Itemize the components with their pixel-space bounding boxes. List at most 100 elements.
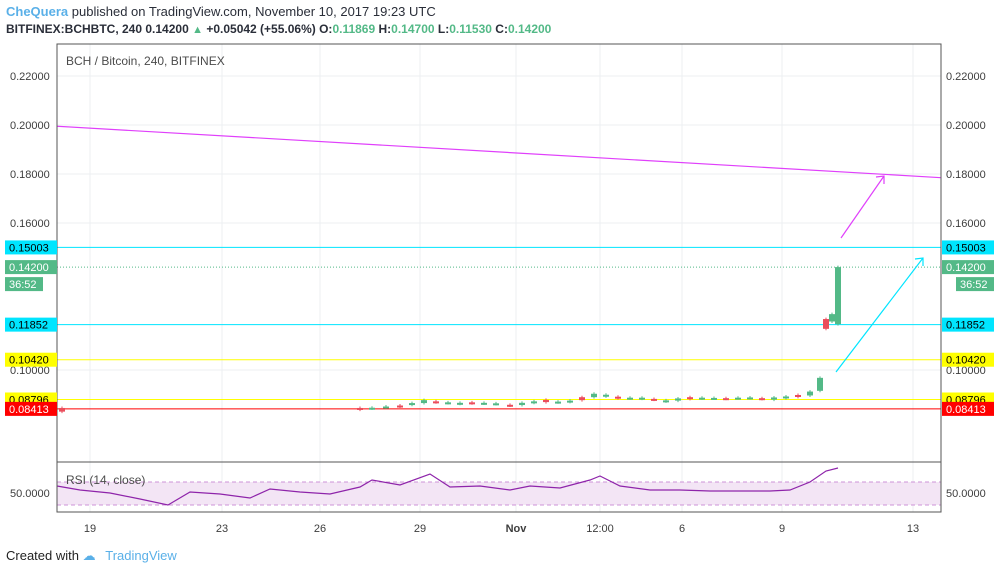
level-badge [942, 317, 994, 332]
level-badge-label: 0.11852 [946, 320, 985, 332]
axes: 0.22000 0.22000 0.20000 0.20000 0.18000 0.180… [5, 43, 994, 535]
price-tick-left: 0.22000 [10, 71, 50, 83]
cyan-arrow-head-icon [914, 257, 924, 266]
x-tick-label: 29 [414, 523, 426, 535]
candle-body [771, 397, 777, 400]
candle-body [723, 398, 729, 401]
drawings[interactable] [56, 125, 942, 373]
price-tick-left: 0.18000 [10, 169, 50, 181]
candle-body [567, 400, 573, 403]
level-lines [57, 246, 941, 410]
candle-body [783, 396, 789, 399]
candle-body [579, 397, 585, 401]
candle-body [591, 393, 597, 398]
magenta-arrow-head-icon [875, 175, 885, 184]
cyan-arrow[interactable] [835, 257, 924, 373]
price-tick-left: 0.10000 [10, 365, 50, 377]
candle-body [675, 398, 681, 401]
price-tick-right: 0.16000 [946, 218, 986, 230]
candle-body [531, 401, 537, 404]
x-tick-label: 9 [779, 523, 785, 535]
price-tick-right: 0.18000 [946, 169, 986, 181]
author-link[interactable]: CheQuera [6, 4, 69, 19]
price-tick-left: 0.20000 [10, 120, 50, 132]
high-value: 0.14700 [391, 22, 435, 36]
level-badge [942, 260, 994, 275]
price-tick-right: 0.10000 [946, 365, 986, 377]
x-tick-label: Nov [506, 523, 528, 535]
candle-body [639, 397, 645, 400]
level-badge [5, 240, 57, 255]
candle-body [445, 402, 451, 405]
close-value: 0.14200 [507, 22, 552, 36]
x-tick-label: 13 [907, 523, 919, 535]
x-tick-label: 23 [216, 523, 228, 535]
candle-body [493, 403, 499, 406]
low-value: 0.11530 [449, 22, 492, 36]
candle-body [711, 397, 717, 400]
level-badge [5, 401, 57, 416]
countdown-badge [956, 277, 994, 292]
publish-header: CheQuera published on TradingView.com, N… [6, 4, 436, 19]
level-badge-label: 0.10420 [946, 355, 986, 367]
level-badge [942, 240, 994, 255]
x-tick-label: 12:00 [586, 523, 614, 535]
candle-body [699, 397, 705, 400]
price-tick-right: 0.22000 [946, 71, 986, 83]
chart-frame [56, 43, 942, 513]
price-tick-right: 0.20000 [946, 120, 986, 132]
trend-line[interactable] [56, 125, 942, 179]
candle-body [735, 397, 741, 400]
grid [57, 44, 941, 512]
candle-body [383, 406, 389, 409]
x-tick-label: 6 [679, 523, 685, 535]
candle-body [817, 377, 823, 391]
candle-body [795, 394, 801, 397]
level-badge-label: 0.11852 [9, 320, 48, 332]
magenta-arrow[interactable] [840, 175, 885, 239]
candle-body [397, 405, 403, 408]
close-label: C: [495, 22, 508, 36]
tradingview-link[interactable]: TradingView [105, 548, 177, 563]
rsi-axis-label: 50.0000 [946, 488, 986, 500]
level-badge [5, 317, 57, 332]
level-badge-label: 0.08413 [946, 404, 986, 416]
candle-body [627, 397, 633, 400]
open-label: O: [319, 22, 333, 36]
chart-title: BCH / Bitcoin, 240, BITFINEX [66, 54, 225, 68]
tradingview-logo-icon: ☁ [82, 548, 96, 563]
created-with-text: Created with [6, 548, 79, 563]
candle-body [59, 407, 65, 412]
candle-body [663, 400, 669, 403]
high-label: H: [378, 22, 392, 36]
candle-body [357, 407, 363, 410]
open-value: 0.11869 [332, 22, 376, 36]
candles [59, 265, 841, 414]
candle-body [759, 398, 765, 401]
candle-body [687, 397, 693, 400]
candle-body [519, 402, 525, 406]
countdown-label: 36:52 [960, 279, 988, 291]
rsi-label: RSI (14, close) [66, 473, 145, 487]
candle-body [369, 407, 375, 410]
countdown-label: 36:52 [9, 279, 37, 291]
level-badge [942, 401, 994, 416]
published-text: published on TradingView.com, November 1… [71, 4, 436, 19]
change-arrow-icon: ▲ [192, 24, 203, 36]
footer: Created with ☁ TradingView [6, 548, 177, 564]
candle-body [481, 402, 487, 405]
candle-body [807, 391, 813, 396]
level-badge-label: 0.14200 [946, 262, 986, 274]
last-price: 0.14200 [145, 22, 189, 36]
candle-body [543, 399, 549, 403]
rsi-pane [56, 467, 941, 506]
candle-body [747, 397, 753, 400]
rsi-line [56, 467, 839, 506]
candle-body [469, 402, 475, 405]
level-badge [942, 352, 994, 367]
candle-body [651, 398, 657, 401]
candle-body [409, 403, 415, 406]
level-badge [5, 352, 57, 367]
candle-body [421, 400, 427, 404]
